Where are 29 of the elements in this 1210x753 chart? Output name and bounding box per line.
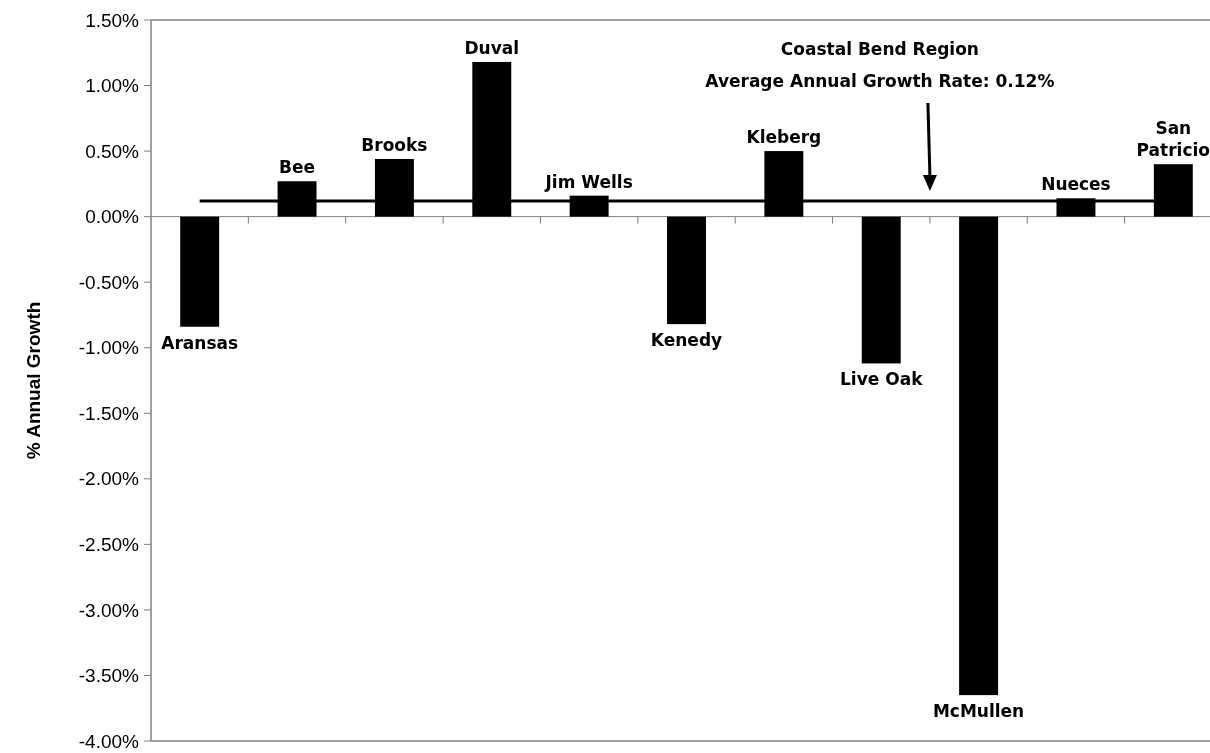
x-tick-label: Live Oak	[840, 369, 924, 390]
y-tick-label: -0.50%	[78, 271, 140, 293]
x-tick-label: Kleberg	[746, 127, 822, 148]
x-tick-label: Bee	[279, 157, 316, 178]
bar	[180, 216, 220, 327]
y-tick-label: -4.00%	[78, 730, 140, 752]
y-tick-label: 1.50%	[85, 9, 140, 31]
bar	[959, 216, 999, 696]
y-tick-label: 1.00%	[85, 75, 140, 97]
x-tick-label: Duval	[464, 37, 520, 58]
y-tick-label: -1.50%	[78, 402, 140, 424]
y-tick-label: -2.50%	[78, 534, 140, 556]
x-tick-label: Brooks	[361, 134, 428, 155]
y-tick-label: -2.00%	[78, 468, 140, 490]
x-tick-label: Nueces	[1041, 174, 1111, 195]
y-tick-label: -3.00%	[78, 599, 140, 621]
y-tick-label: -1.00%	[78, 337, 140, 359]
y-axis-title: % Annual Growth	[23, 301, 44, 460]
y-tick-label: 0.50%	[85, 140, 140, 162]
bar	[667, 216, 706, 325]
x-tick-label: Kenedy	[650, 330, 723, 351]
x-tick-label: San Patricio	[1136, 118, 1210, 161]
ref-line-label: Coastal Bend Region Average Annual Growth Rate: 0.12%	[705, 39, 1055, 91]
x-tick-label: McMullen	[932, 701, 1025, 722]
y-tick-label: 0.00%	[85, 206, 140, 228]
bar	[861, 216, 901, 364]
x-tick-label: Aransas	[161, 332, 239, 353]
x-tick-label: Jim Wells	[544, 171, 633, 192]
y-tick-label: -3.50%	[78, 665, 140, 687]
